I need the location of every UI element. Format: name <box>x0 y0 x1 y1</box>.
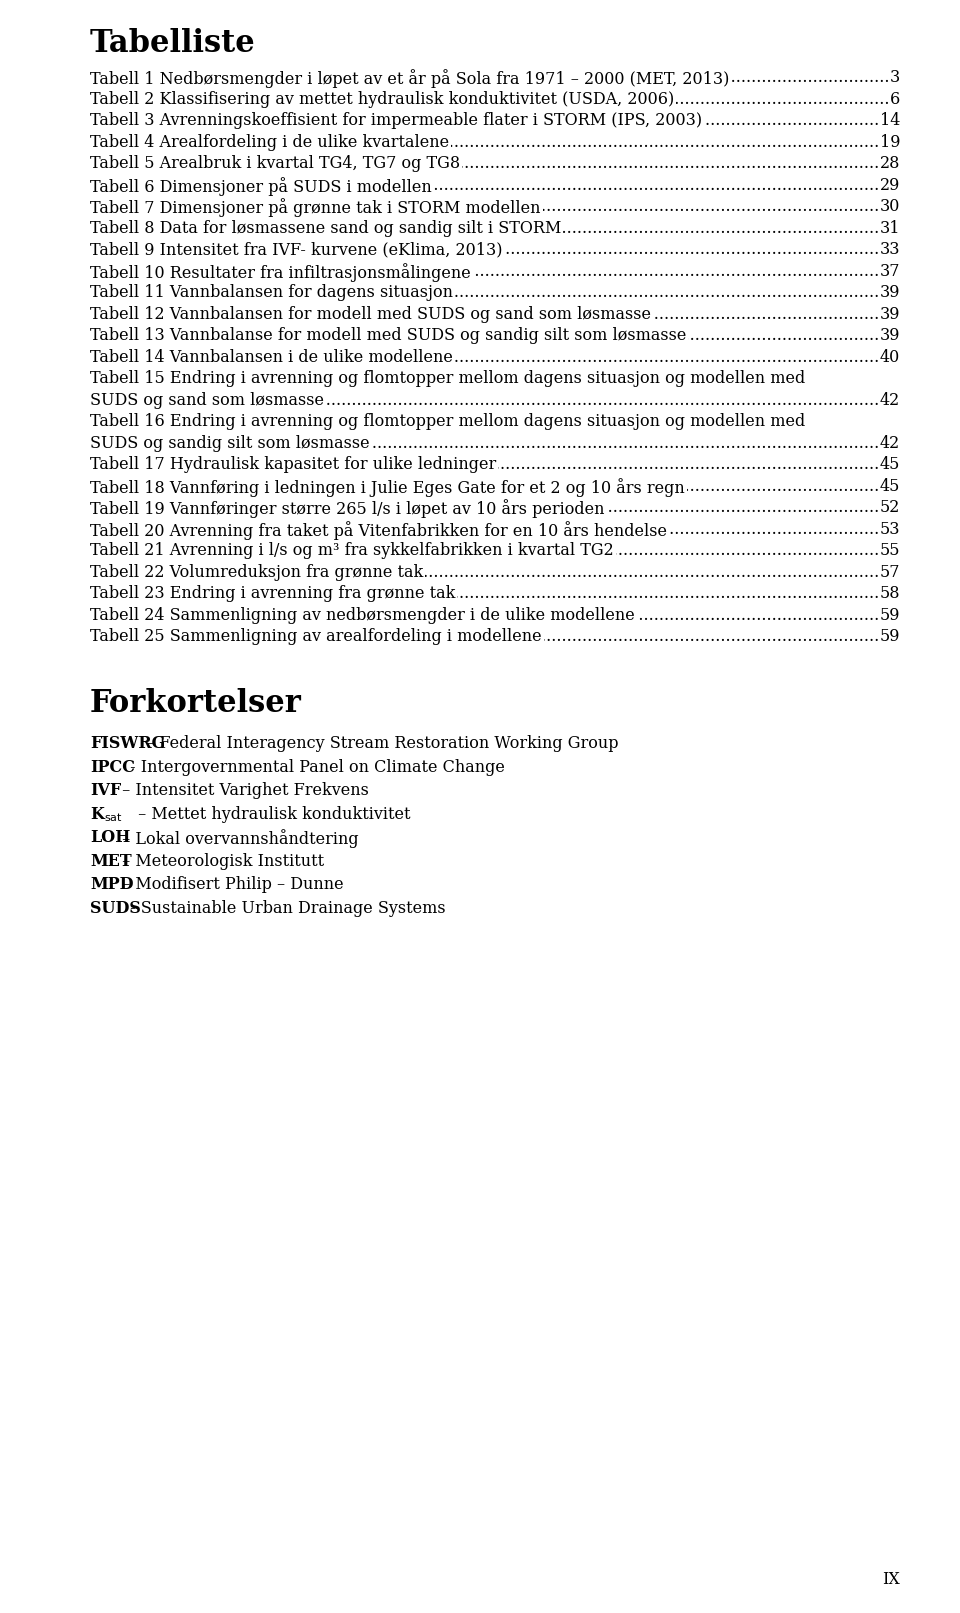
Text: ................................................................................: ........................................… <box>90 90 960 108</box>
Text: Tabell 7 Dimensjoner på grønne tak i STORM modellen: Tabell 7 Dimensjoner på grønne tak i STO… <box>90 198 540 218</box>
Text: Tabell 3 Avrenningskoeffisient for impermeable flater i STORM (IPS, 2003): Tabell 3 Avrenningskoeffisient for imper… <box>90 113 702 129</box>
Text: 37: 37 <box>879 263 900 281</box>
Text: MPD: MPD <box>90 876 133 894</box>
Text: IX: IX <box>882 1571 900 1589</box>
Text: Tabell 18 Vannføring i ledningen i Julie Eges Gate for et 2 og 10 års regn: Tabell 18 Vannføring i ledningen i Julie… <box>90 477 684 497</box>
Text: 59: 59 <box>879 629 900 645</box>
Text: Tabell 10 Resultater fra infiltrasjonsmålingene: Tabell 10 Resultater fra infiltrasjonsmå… <box>90 263 470 282</box>
Text: 45: 45 <box>879 477 900 495</box>
Text: Tabell 17 Hydraulisk kapasitet for ulike ledninger: Tabell 17 Hydraulisk kapasitet for ulike… <box>90 456 496 474</box>
Text: Tabell 11 Vannbalansen for dagens situasjon: Tabell 11 Vannbalansen for dagens situas… <box>90 284 453 302</box>
Text: 42: 42 <box>879 392 900 410</box>
Text: - Intergovernmental Panel on Climate Change: - Intergovernmental Panel on Climate Cha… <box>125 758 505 776</box>
Text: Tabell 14 Vannbalansen i de ulike modellene: Tabell 14 Vannbalansen i de ulike modell… <box>90 348 453 366</box>
Text: 33: 33 <box>879 242 900 258</box>
Text: FISWRG: FISWRG <box>90 736 165 752</box>
Text: 19: 19 <box>879 134 900 152</box>
Text: IVF: IVF <box>90 782 121 798</box>
Text: K$_{\mathrm{sat}}$: K$_{\mathrm{sat}}$ <box>90 806 123 824</box>
Text: ................................................................................: ........................................… <box>90 306 960 323</box>
Text: ................................................................................: ........................................… <box>90 629 960 645</box>
Text: – Mettet hydraulisk konduktivitet: – Mettet hydraulisk konduktivitet <box>133 806 411 823</box>
Text: ................................................................................: ........................................… <box>90 477 960 495</box>
Text: ................................................................................: ........................................… <box>90 198 960 216</box>
Text: ................................................................................: ........................................… <box>90 542 960 560</box>
Text: Tabell 15 Endring i avrenning og flomtopper mellom dagens situasjon og modellen : Tabell 15 Endring i avrenning og flomtop… <box>90 371 805 387</box>
Text: Tabell 23 Endring i avrenning fra grønne tak: Tabell 23 Endring i avrenning fra grønne… <box>90 586 455 602</box>
Text: IPCC: IPCC <box>90 758 135 776</box>
Text: Forkortelser: Forkortelser <box>90 689 301 719</box>
Text: ................................................................................: ........................................… <box>90 586 960 602</box>
Text: SUDS og sand som løsmasse: SUDS og sand som løsmasse <box>90 392 324 410</box>
Text: Tabell 24 Sammenligning av nedbørsmengder i de ulike modellene: Tabell 24 Sammenligning av nedbørsmengde… <box>90 606 635 624</box>
Text: ................................................................................: ........................................… <box>90 500 960 516</box>
Text: ................................................................................: ........................................… <box>90 436 960 452</box>
Text: 40: 40 <box>879 348 900 366</box>
Text: ................................................................................: ........................................… <box>90 456 960 474</box>
Text: SUDS og sandig silt som løsmasse: SUDS og sandig silt som løsmasse <box>90 436 370 452</box>
Text: Tabell 13 Vannbalanse for modell med SUDS og sandig silt som løsmasse: Tabell 13 Vannbalanse for modell med SUD… <box>90 327 686 345</box>
Text: Tabell 21 Avrenning i l/s og m³ fra sykkelfabrikken i kvartal TG2: Tabell 21 Avrenning i l/s og m³ fra sykk… <box>90 542 613 560</box>
Text: LOH: LOH <box>90 829 131 847</box>
Text: ................................................................................: ........................................… <box>90 263 960 281</box>
Text: Tabell 25 Sammenligning av arealfordeling i modellene: Tabell 25 Sammenligning av arealfordelin… <box>90 629 541 645</box>
Text: 39: 39 <box>879 306 900 323</box>
Text: 59: 59 <box>879 606 900 624</box>
Text: ................................................................................: ........................................… <box>90 392 960 410</box>
Text: – Federal Interagency Stream Restoration Working Group: – Federal Interagency Stream Restoration… <box>141 736 618 752</box>
Text: MET: MET <box>90 853 132 869</box>
Text: ................................................................................: ........................................… <box>90 242 960 258</box>
Text: – Modifisert Philip – Dunne: – Modifisert Philip – Dunne <box>116 876 344 894</box>
Text: – Meteorologisk Institutt: – Meteorologisk Institutt <box>116 853 324 869</box>
Text: SUDS: SUDS <box>90 900 141 916</box>
Text: Tabell 12 Vannbalansen for modell med SUDS og sand som løsmasse: Tabell 12 Vannbalansen for modell med SU… <box>90 306 651 323</box>
Text: 14: 14 <box>879 113 900 129</box>
Text: 3: 3 <box>890 69 900 87</box>
Text: 6: 6 <box>890 90 900 108</box>
Text: ................................................................................: ........................................… <box>90 69 960 87</box>
Text: 53: 53 <box>879 521 900 539</box>
Text: ................................................................................: ........................................… <box>90 134 960 152</box>
Text: ................................................................................: ........................................… <box>90 177 960 194</box>
Text: Tabell 16 Endring i avrenning og flomtopper mellom dagens situasjon og modellen : Tabell 16 Endring i avrenning og flomtop… <box>90 413 805 431</box>
Text: Tabell 8 Data for løsmassene sand og sandig silt i STORM: Tabell 8 Data for løsmassene sand og san… <box>90 219 562 237</box>
Text: Tabell 20 Avrenning fra taket på Vitenfabrikken for en 10 års hendelse: Tabell 20 Avrenning fra taket på Vitenfa… <box>90 521 667 540</box>
Text: Tabell 5 Arealbruk i kvartal TG4, TG7 og TG8: Tabell 5 Arealbruk i kvartal TG4, TG7 og… <box>90 155 460 173</box>
Text: ................................................................................: ........................................… <box>90 565 960 581</box>
Text: Tabell 22 Volumreduksjon fra grønne tak: Tabell 22 Volumreduksjon fra grønne tak <box>90 565 423 581</box>
Text: Tabell 19 Vannføringer større 265 l/s i løpet av 10 års perioden: Tabell 19 Vannføringer større 265 l/s i … <box>90 500 605 518</box>
Text: 55: 55 <box>879 542 900 560</box>
Text: 42: 42 <box>879 436 900 452</box>
Text: 57: 57 <box>879 565 900 581</box>
Text: ................................................................................: ........................................… <box>90 284 960 302</box>
Text: ................................................................................: ........................................… <box>90 327 960 345</box>
Text: ................................................................................: ........................................… <box>90 348 960 366</box>
Text: 45: 45 <box>879 456 900 474</box>
Text: 28: 28 <box>879 155 900 173</box>
Text: Tabell 1 Nedbørsmengder i løpet av et år på Sola fra 1971 – 2000 (MET, 2013): Tabell 1 Nedbørsmengder i løpet av et år… <box>90 69 730 89</box>
Text: Tabell 2 Klassifisering av mettet hydraulisk konduktivitet (USDA, 2006): Tabell 2 Klassifisering av mettet hydrau… <box>90 90 674 108</box>
Text: ................................................................................: ........................................… <box>90 155 960 173</box>
Text: - Sustainable Urban Drainage Systems: - Sustainable Urban Drainage Systems <box>125 900 445 916</box>
Text: ................................................................................: ........................................… <box>90 219 960 237</box>
Text: Tabell 6 Dimensjoner på SUDS i modellen: Tabell 6 Dimensjoner på SUDS i modellen <box>90 177 432 195</box>
Text: 29: 29 <box>879 177 900 194</box>
Text: – Intensitet Varighet Frekvens: – Intensitet Varighet Frekvens <box>116 782 369 798</box>
Text: 58: 58 <box>879 586 900 602</box>
Text: 52: 52 <box>879 500 900 516</box>
Text: Tabell 9 Intensitet fra IVF- kurvene (eKlima, 2013): Tabell 9 Intensitet fra IVF- kurvene (eK… <box>90 242 502 258</box>
Text: – Lokal overvannshåndtering: – Lokal overvannshåndtering <box>116 829 358 848</box>
Text: ................................................................................: ........................................… <box>90 606 960 624</box>
Text: 31: 31 <box>879 219 900 237</box>
Text: ................................................................................: ........................................… <box>90 113 960 129</box>
Text: 39: 39 <box>879 327 900 345</box>
Text: 39: 39 <box>879 284 900 302</box>
Text: Tabelliste: Tabelliste <box>90 27 255 60</box>
Text: Tabell 4 Arealfordeling i de ulike kvartalene: Tabell 4 Arealfordeling i de ulike kvart… <box>90 134 449 152</box>
Text: ................................................................................: ........................................… <box>90 521 960 539</box>
Text: 30: 30 <box>879 198 900 216</box>
